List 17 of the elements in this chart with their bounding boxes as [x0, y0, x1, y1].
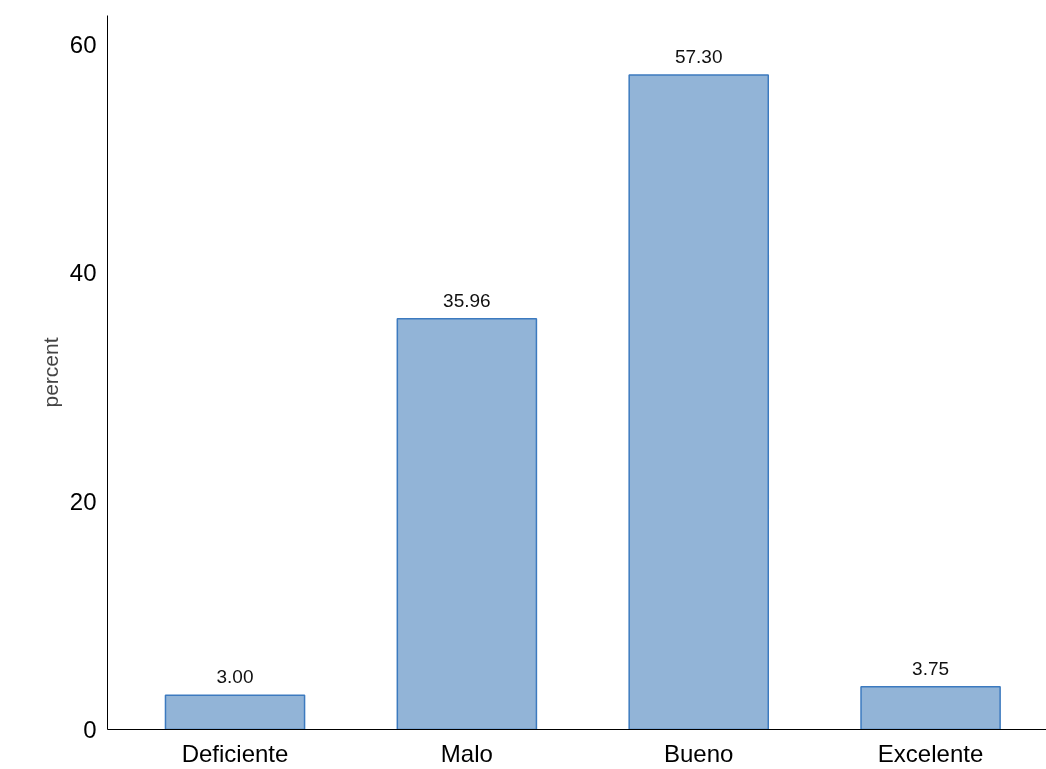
- x-tick-label: Deficiente: [181, 739, 289, 767]
- data-label: 3.75: [912, 657, 950, 679]
- y-axis-title: percent: [38, 337, 62, 408]
- x-tick-label: Bueno: [664, 739, 734, 767]
- bar: [860, 685, 1001, 730]
- bar: [628, 74, 770, 730]
- bar: [396, 317, 538, 730]
- data-label: 35.96: [443, 289, 491, 311]
- y-tick-label: 40: [69, 259, 97, 287]
- data-label: 57.30: [674, 45, 723, 67]
- data-label: 3.00: [216, 666, 254, 688]
- y-tick-label: 60: [69, 30, 97, 58]
- y-tick-label: 20: [69, 487, 97, 515]
- x-tick-label: Excelente: [877, 739, 984, 767]
- y-tick-label: 0: [83, 716, 97, 743]
- x-tick-label: Malo: [440, 739, 493, 767]
- bar: [164, 694, 306, 730]
